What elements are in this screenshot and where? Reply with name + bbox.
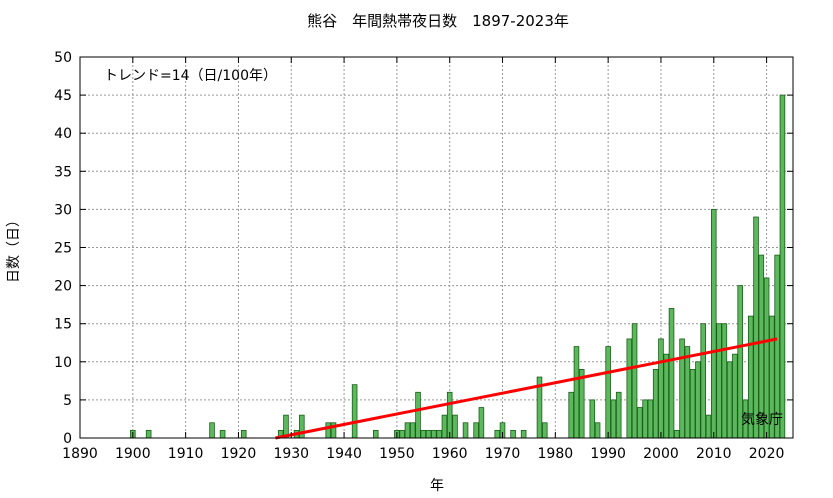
bar bbox=[240, 429, 247, 439]
trend-line-segment bbox=[275, 337, 778, 440]
bar bbox=[753, 216, 759, 439]
x-tick-label: 1900 bbox=[115, 446, 151, 462]
bar bbox=[626, 338, 633, 439]
y-tick-label: 5 bbox=[63, 393, 72, 409]
y-tick-label: 45 bbox=[54, 88, 72, 104]
bar bbox=[674, 429, 680, 439]
bar bbox=[631, 323, 638, 439]
trend-line bbox=[275, 337, 778, 440]
bar bbox=[615, 391, 622, 439]
y-tick-label: 35 bbox=[54, 164, 72, 180]
chart-title: 熊谷 年間熱帯夜日数 1897-2023年 bbox=[307, 12, 569, 30]
bar bbox=[642, 399, 648, 439]
bar bbox=[372, 429, 379, 439]
y-tick-label: 20 bbox=[54, 279, 72, 295]
bar bbox=[415, 391, 421, 439]
bar bbox=[425, 429, 432, 439]
bar bbox=[589, 399, 596, 439]
bar bbox=[732, 353, 738, 439]
x-tick-label: 2000 bbox=[643, 446, 679, 462]
x-tick-label: 1930 bbox=[273, 446, 309, 462]
bar bbox=[689, 369, 696, 439]
y-tick-label: 30 bbox=[54, 202, 72, 218]
x-tick-label: 2010 bbox=[696, 446, 732, 462]
bar bbox=[510, 429, 516, 439]
x-tick-label: 1990 bbox=[590, 446, 626, 462]
bar bbox=[219, 429, 226, 439]
bar bbox=[325, 422, 332, 439]
bar bbox=[404, 422, 411, 439]
y-tick-label: 40 bbox=[54, 126, 72, 142]
bar bbox=[711, 208, 717, 439]
bar bbox=[351, 384, 358, 439]
bar bbox=[568, 391, 574, 439]
y-tick-label: 25 bbox=[54, 241, 72, 257]
bar bbox=[774, 254, 780, 439]
bar bbox=[684, 346, 691, 439]
x-tick-label: 1950 bbox=[379, 446, 415, 462]
x-tick-label: 1980 bbox=[538, 446, 574, 462]
bar bbox=[605, 346, 611, 439]
bar bbox=[473, 422, 479, 439]
bar bbox=[573, 346, 580, 439]
x-tick-label: 1940 bbox=[326, 446, 362, 462]
bar bbox=[452, 414, 458, 439]
bar bbox=[695, 361, 701, 439]
bar bbox=[721, 323, 728, 439]
bar bbox=[594, 422, 601, 439]
bar bbox=[436, 429, 442, 439]
x-tick-label: 1970 bbox=[485, 446, 521, 462]
y-tick-label: 15 bbox=[54, 317, 72, 333]
bar bbox=[779, 94, 786, 439]
bar bbox=[700, 323, 706, 439]
x-tick-label: 1920 bbox=[221, 446, 257, 462]
bar bbox=[446, 391, 453, 439]
x-tick-label: 2020 bbox=[749, 446, 785, 462]
y-tick-label: 50 bbox=[54, 50, 72, 66]
bar bbox=[494, 429, 501, 439]
axis-ticks: 1890 1900 1910 1920 1930 1940 1950 1960 1970 1980… bbox=[54, 50, 793, 462]
y-tick-label: 10 bbox=[54, 355, 72, 371]
bar bbox=[758, 254, 765, 439]
bar bbox=[409, 422, 416, 439]
x-axis-label: 年 bbox=[430, 478, 444, 494]
x-tick-label: 1960 bbox=[432, 446, 468, 462]
x-tick-label: 1910 bbox=[168, 446, 204, 462]
bar bbox=[716, 323, 722, 439]
y-axis-label: 日数（日） bbox=[6, 213, 22, 283]
bar bbox=[637, 407, 643, 439]
bar bbox=[209, 422, 215, 439]
bar bbox=[668, 308, 675, 439]
bars bbox=[130, 94, 786, 439]
bar bbox=[679, 338, 685, 439]
bar bbox=[462, 422, 469, 439]
bar bbox=[431, 429, 437, 439]
bar bbox=[663, 353, 670, 439]
credit-label: 気象庁 bbox=[741, 412, 783, 428]
bar bbox=[647, 399, 654, 439]
bar bbox=[652, 369, 659, 439]
x-tick-label: 1890 bbox=[62, 446, 98, 462]
bar bbox=[520, 429, 527, 439]
bar bbox=[578, 369, 585, 439]
bar bbox=[610, 399, 617, 439]
bar bbox=[541, 422, 548, 439]
bar bbox=[705, 414, 712, 439]
bar bbox=[420, 429, 427, 439]
bar bbox=[478, 407, 485, 439]
y-tick-label: 0 bbox=[63, 431, 72, 447]
bar bbox=[145, 429, 152, 439]
trend-annotation: トレンド=14（日/100年） bbox=[104, 68, 277, 84]
bar bbox=[441, 414, 448, 439]
bar bbox=[658, 338, 664, 439]
bar bbox=[399, 429, 405, 439]
bar bbox=[726, 361, 733, 439]
